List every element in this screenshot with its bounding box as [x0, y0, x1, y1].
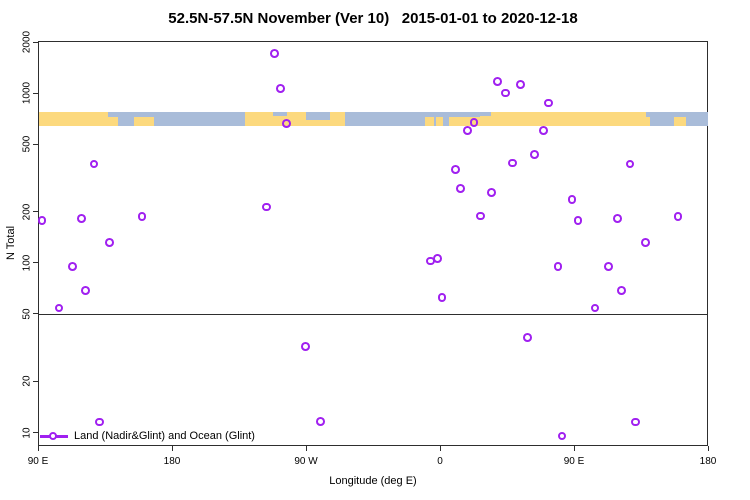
- y-axis-tick-label: 2000: [21, 30, 33, 54]
- reference-line-50: [39, 313, 708, 315]
- data-point: [516, 80, 526, 90]
- data-point: [501, 88, 511, 98]
- x-axis-tick: [707, 446, 709, 451]
- data-point: [262, 202, 271, 212]
- y-axis-tick: [33, 211, 38, 213]
- chart-title: 52.5N-57.5N November (Ver 10) 2015-01-01…: [168, 10, 578, 27]
- data-point: [437, 293, 447, 303]
- y-axis-label: N Total: [5, 225, 17, 261]
- data-point: [573, 216, 583, 226]
- data-point: [469, 118, 479, 127]
- legend-circle-marker-icon: [48, 431, 58, 441]
- data-point: [89, 159, 99, 169]
- y-axis-tick-label: 200: [21, 203, 33, 221]
- ocean-notch: [273, 111, 287, 117]
- data-point: [530, 150, 540, 160]
- y-axis-tick: [33, 92, 38, 94]
- data-point: [590, 303, 600, 313]
- data-point: [625, 159, 635, 169]
- data-point: [539, 126, 549, 135]
- x-axis-tick: [573, 446, 575, 451]
- land-segment: [645, 117, 650, 126]
- data-point: [81, 286, 90, 295]
- y-axis-tick: [33, 380, 38, 382]
- data-point: [492, 77, 502, 86]
- y-axis-tick-label: 500: [21, 135, 33, 153]
- y-axis-tick: [33, 41, 38, 43]
- data-point: [76, 214, 86, 224]
- y-axis-tick: [33, 262, 38, 264]
- data-point: [281, 119, 291, 128]
- data-point: [475, 211, 485, 221]
- land-segment: [108, 117, 118, 126]
- data-point: [95, 417, 104, 427]
- x-axis-tick-label: 180: [163, 456, 181, 467]
- land-segment: [448, 117, 481, 126]
- land-segment: [245, 111, 346, 126]
- data-point: [640, 238, 650, 247]
- land-ocean-map-band: [39, 111, 708, 126]
- x-axis-tick: [439, 446, 441, 451]
- data-point: [301, 342, 311, 351]
- data-point: [612, 214, 622, 224]
- plot-frame: [38, 41, 708, 446]
- data-point: [316, 416, 325, 426]
- y-axis-tick-label: 50: [21, 308, 33, 320]
- x-axis-tick-label: 90 E: [563, 456, 585, 467]
- data-point: [37, 216, 47, 226]
- data-point: [104, 238, 114, 247]
- land-segment: [39, 111, 108, 126]
- land-segment: [673, 117, 686, 126]
- x-axis-tick: [37, 446, 39, 451]
- y-axis-tick-label: 20: [21, 375, 33, 387]
- land-segment: [480, 111, 646, 126]
- x-axis-tick-label: 90 W: [294, 456, 318, 467]
- land-segment: [425, 117, 434, 126]
- data-point: [270, 49, 279, 59]
- data-point: [463, 126, 472, 135]
- data-point: [631, 417, 640, 427]
- y-axis-tick: [33, 143, 38, 145]
- data-point: [557, 431, 567, 441]
- y-axis-tick: [33, 313, 38, 315]
- data-point: [276, 84, 285, 93]
- data-point: [673, 212, 683, 222]
- x-axis-tick-label: 0: [437, 456, 443, 467]
- data-point: [137, 212, 147, 222]
- data-point: [603, 261, 613, 271]
- data-point: [487, 188, 496, 197]
- legend-label: Land (Nadir&Glint) and Ocean (Glint): [74, 430, 255, 442]
- data-point: [523, 333, 532, 343]
- data-point: [508, 158, 517, 168]
- y-axis-tick-label: 1000: [21, 81, 33, 105]
- data-point: [432, 253, 442, 263]
- data-point: [67, 261, 77, 271]
- x-axis-tick: [171, 446, 173, 451]
- y-axis-tick: [33, 432, 38, 433]
- ocean-notch: [306, 111, 330, 121]
- x-axis-tick-label: 90 E: [27, 456, 49, 467]
- data-point: [553, 261, 563, 271]
- data-point: [544, 98, 554, 108]
- ocean-notch: [480, 111, 492, 117]
- x-axis-tick: [305, 446, 307, 451]
- data-point: [617, 286, 626, 295]
- data-point: [456, 183, 466, 193]
- x-axis-tick-label: 180: [699, 456, 717, 467]
- land-segment: [436, 117, 443, 126]
- y-axis-tick-label: 10: [21, 426, 33, 439]
- y-axis-tick-label: 100: [21, 254, 33, 272]
- data-point: [567, 195, 577, 205]
- land-segment: [134, 117, 155, 126]
- data-point: [54, 303, 64, 313]
- data-point: [451, 165, 460, 175]
- x-axis-label: Longitude (deg E): [329, 475, 417, 487]
